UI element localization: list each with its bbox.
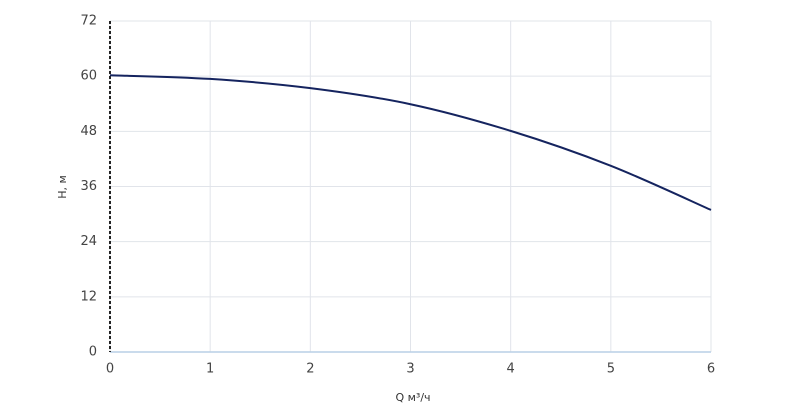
- x-tick-label: 4: [507, 362, 515, 377]
- y-tick-label: 60: [80, 69, 97, 84]
- y-tick-label: 72: [80, 14, 97, 29]
- y-tick-label: 12: [80, 289, 97, 304]
- x-tick-label: 3: [406, 362, 414, 377]
- y-tick-label: 48: [80, 124, 97, 139]
- y-tick-label: 36: [80, 179, 97, 194]
- x-tick-label: 0: [106, 362, 114, 377]
- y-axis-title: H, м: [56, 175, 69, 199]
- y-tick-label: 0: [89, 345, 97, 360]
- curve: [109, 74, 712, 211]
- x-tick-label: 1: [206, 362, 214, 377]
- x-tick-label: 6: [707, 362, 715, 377]
- x-tick-label: 2: [306, 362, 314, 377]
- y-tick-label: 24: [80, 234, 97, 249]
- x-axis-title: Q м³/ч: [395, 391, 430, 404]
- x-tick-label: 5: [607, 362, 615, 377]
